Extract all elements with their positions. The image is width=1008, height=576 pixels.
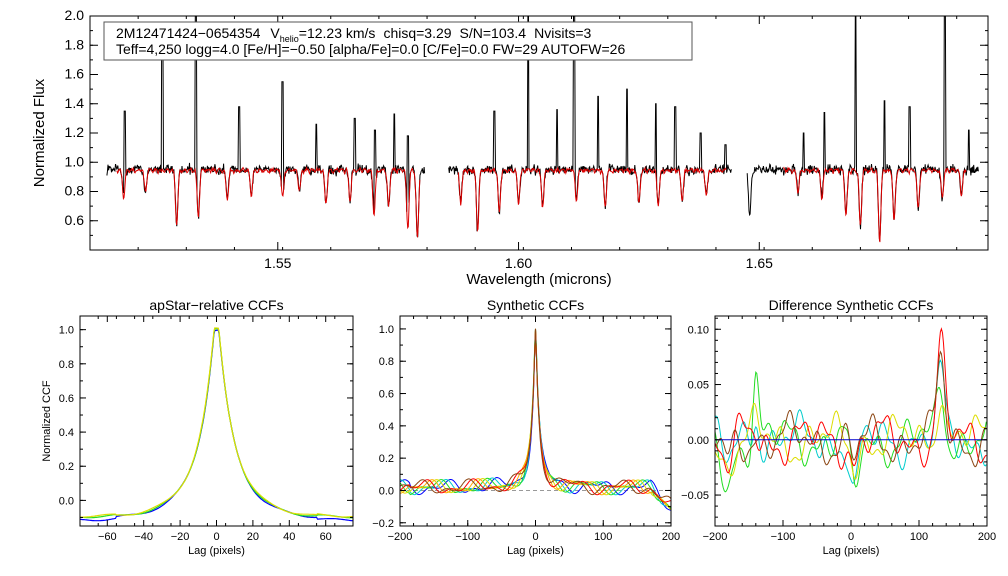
apstar-ccf-visit-1 xyxy=(79,329,354,522)
diff_ccf-xtick-label: 0 xyxy=(848,531,854,543)
synthetic_ccf-ytick-label: 0.4 xyxy=(379,421,394,433)
spectrum-ytick-label: 1.2 xyxy=(65,124,85,140)
synthetic_ccf-xtick-label: 0 xyxy=(532,531,538,543)
apstar_ccf-xtick-label: −40 xyxy=(134,531,153,543)
apstar_ccf-xlabel: Lag (pixels) xyxy=(188,545,245,557)
diff_ccf-ytick-label: 0.05 xyxy=(688,380,709,392)
diff_ccf-xtick-label: −100 xyxy=(771,531,796,543)
diff-ccf-visit-5 xyxy=(714,350,987,468)
synthetic_ccf-ytick-label: 0.2 xyxy=(379,453,394,465)
diff_ccf-xtick-label: 100 xyxy=(910,531,928,543)
diff_ccf-title: Difference Synthetic CCFs xyxy=(769,297,934,313)
apstar-ccf-visit-3 xyxy=(80,327,354,518)
synthetic_ccf-xtick-label: −200 xyxy=(388,531,413,543)
apstar_ccf-ytick-label: 0.6 xyxy=(59,393,74,405)
spectrum-panel: 1.55 1.60 1.65 0.6 0.8 1.0 1.2 1.4 1.6 1.8 2.0 Wave… xyxy=(31,7,989,288)
spectrum-xtick-label: 1.65 xyxy=(746,255,773,271)
apstar_ccf-ytick-label: 0.8 xyxy=(59,359,74,371)
apstar_ccf-xtick-label: 60 xyxy=(320,531,332,543)
info-line-1: 2M12471424−0654354 Vhelio=12.23 km/s chisq… xyxy=(116,25,592,44)
stellar-params: Teff=4,250 logg=4.0 [Fe/H]=−0.50 [alpha/… xyxy=(116,41,625,57)
spectrum-data xyxy=(106,15,979,243)
chisq-value: chisq=3.29 xyxy=(383,25,451,41)
snr-value: S/N=103.4 xyxy=(460,25,527,41)
synthetic_ccf-ytick-label: 0.8 xyxy=(379,356,394,368)
apstar-ccf-panel: −60 −40 −20 0 20 40 60 0.0 0.2 0.4 0.6 0.8 1.0 apStar… xyxy=(41,297,354,557)
synthetic-ccf-visit-4 xyxy=(399,328,672,511)
diff_ccf-xlabel: Lag (pixels) xyxy=(823,545,880,557)
apstar_ccf-ylabel: Normalized CCF xyxy=(41,380,53,462)
apstar-ccf-axes: −60 −40 −20 0 20 40 60 0.0 0.2 0.4 0.6 0.8 1.0 apStar… xyxy=(41,297,354,557)
spectrum-observed-chip-3 xyxy=(746,15,979,242)
spectrum-model-chip-2 xyxy=(457,166,727,233)
diff_ccf-ytick-label: −0.05 xyxy=(681,490,709,502)
synthetic_ccf-xtick-label: −100 xyxy=(455,531,480,543)
synthetic-ccf-panel: −200 −100 0 100 200 −0.2 0.0 0.2 0.4 0.6 0.8 1.0 Syn… xyxy=(372,297,680,557)
diff_ccf-xtick-label: −200 xyxy=(703,531,728,543)
spectrum-ytick-label: 2.0 xyxy=(65,7,85,23)
synthetic_ccf-xtick-label: 200 xyxy=(662,531,680,543)
vhelio-prefix: V xyxy=(270,25,280,41)
synthetic-ccf-data xyxy=(399,328,672,511)
synthetic_ccf-ytick-label: 1.0 xyxy=(379,324,394,336)
synthetic-ccf-visit-6 xyxy=(399,328,672,503)
synthetic_ccf-xlabel: Lag (pixels) xyxy=(507,545,564,557)
synthetic_ccf-ytick-label: 0.6 xyxy=(379,389,394,401)
spectrum-ytick-label: 1.4 xyxy=(65,95,85,111)
spectrum-ytick-label: 0.8 xyxy=(65,183,85,199)
apstar_ccf-xtick-label: 0 xyxy=(213,531,219,543)
apstar_ccf-xtick-label: 40 xyxy=(283,531,295,543)
apstar_ccf-xtick-label: −60 xyxy=(98,531,117,543)
diff-ccf-axes: −200 −100 0 100 200 −0.05 0.00 0.05 0.10 Differen… xyxy=(681,297,996,557)
diff-ccf-visit-3 xyxy=(714,402,987,480)
diff-ccf-visit-2 xyxy=(714,370,987,493)
synthetic-ccf-frame xyxy=(399,315,672,527)
diff-ccf-panel: −200 −100 0 100 200 −0.05 0.00 0.05 0.10 Differen… xyxy=(681,297,996,557)
spectrum-xtick-label: 1.55 xyxy=(264,255,291,271)
diff_ccf-ytick-label: 0.00 xyxy=(688,435,709,447)
apstar_ccf-ytick-label: 1.0 xyxy=(59,325,74,337)
apstar_ccf-xtick-label: −20 xyxy=(171,531,190,543)
apstar_ccf-ytick-label: 0.4 xyxy=(59,427,74,439)
diff-ccf-visit-4 xyxy=(714,327,987,474)
vhelio-value: =12.23 km/s xyxy=(299,25,376,41)
diff_ccf-xtick-label: 200 xyxy=(978,531,996,543)
nvisits-value: Nvisits=3 xyxy=(534,25,591,41)
apstar-ccf-data xyxy=(79,327,354,522)
synthetic-ccf-axes: −200 −100 0 100 200 −0.2 0.0 0.2 0.4 0.6 0.8 1.0 Syn… xyxy=(372,297,680,557)
star-id: 2M12471424−0654354 xyxy=(116,25,261,41)
apstar_ccf-xtick-label: 20 xyxy=(247,531,259,543)
spectrum-axes: 1.55 1.60 1.65 0.6 0.8 1.0 1.2 1.4 1.6 1.8 2.0 Wave… xyxy=(31,7,988,288)
spectrum-ytick-label: 1.0 xyxy=(65,153,85,169)
spectrum-ytick-label: 0.6 xyxy=(65,212,85,228)
spectrum-ytick-label: 1.8 xyxy=(65,36,85,52)
diff-ccf-data xyxy=(714,327,987,493)
apstar-ccf-visit-2 xyxy=(79,328,353,519)
diff_ccf-ytick-label: 0.10 xyxy=(688,324,709,336)
spectrum-xlabel: Wavelength (microns) xyxy=(466,271,611,288)
spectrum-info-box: 2M12471424−0654354 Vhelio=12.23 km/s chisq… xyxy=(103,21,693,61)
apstar_ccf-ytick-label: 0.0 xyxy=(59,495,74,507)
apstar-ccf-frame xyxy=(79,315,354,527)
spectrum-model-chip-3 xyxy=(782,166,967,243)
info-box-frame xyxy=(103,21,693,61)
spectrum-ylabel: Normalized Flux xyxy=(31,78,48,187)
spectrum-xtick-label: 1.60 xyxy=(505,255,532,271)
apstar_ccf-title: apStar−relative CCFs xyxy=(149,297,283,313)
synthetic_ccf-xtick-label: 100 xyxy=(594,531,612,543)
synthetic_ccf-ytick-label: 0.0 xyxy=(379,485,394,497)
vhelio-subscript: helio xyxy=(280,34,299,44)
synthetic_ccf-title: Synthetic CCFs xyxy=(487,297,584,313)
synthetic_ccf-ytick-label: −0.2 xyxy=(372,518,394,530)
spectrum-ytick-label: 1.6 xyxy=(65,66,85,82)
spectrum-model-chip-1 xyxy=(116,166,421,238)
synthetic-ccf-visit-7 xyxy=(399,328,672,500)
apstar_ccf-ytick-label: 0.2 xyxy=(59,461,74,473)
